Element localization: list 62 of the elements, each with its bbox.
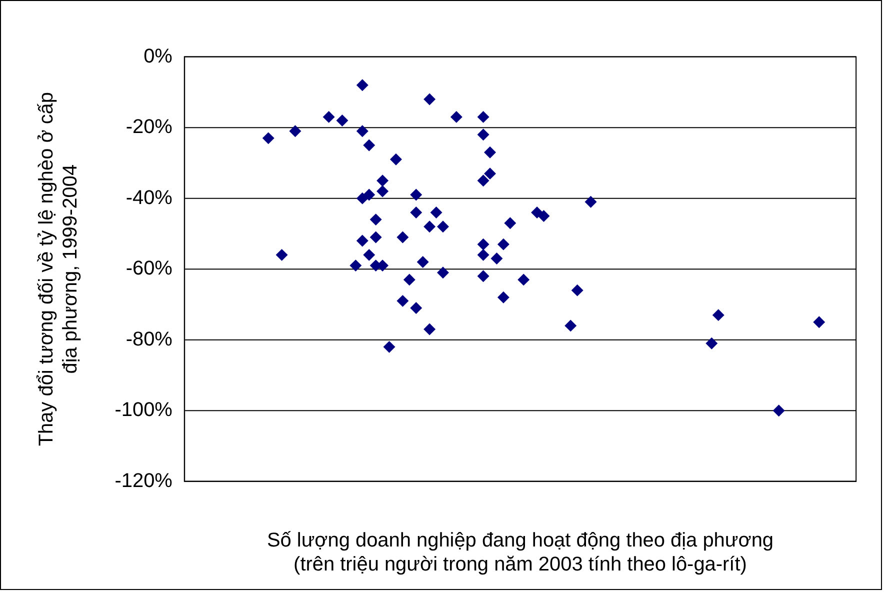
point [356, 79, 368, 92]
point [363, 139, 376, 152]
point [289, 125, 302, 138]
point [336, 114, 348, 126]
point [410, 206, 422, 218]
point [518, 274, 530, 286]
point [477, 174, 490, 187]
x-axis-title: Số lượng doanh nghiệp đang hoạt động theo địa phương (trên triệu người trong năm 2003 tính theo lô-ga-rít) [266, 530, 774, 576]
point [437, 266, 449, 279]
y-tick-label: -20% [126, 116, 173, 138]
y-tick-label: -40% [126, 186, 173, 209]
point [477, 248, 490, 261]
point [706, 337, 718, 350]
point [396, 231, 409, 244]
point [430, 206, 442, 218]
point [396, 294, 409, 307]
point [477, 270, 490, 282]
point [504, 217, 516, 230]
point [410, 302, 422, 314]
point [410, 188, 422, 201]
point [712, 309, 724, 322]
point [262, 132, 274, 144]
point [363, 188, 376, 201]
point [424, 323, 436, 336]
point [370, 231, 382, 244]
point [477, 128, 490, 141]
point [477, 110, 490, 123]
point [390, 153, 402, 166]
point [497, 238, 510, 250]
point [450, 110, 462, 123]
point [490, 252, 503, 264]
y-tick-label: 0% [144, 45, 173, 68]
point [376, 185, 389, 198]
point [813, 316, 826, 328]
point [416, 256, 429, 268]
point [376, 174, 389, 187]
point [424, 93, 436, 106]
point [772, 404, 785, 417]
y-tick-label: -120% [114, 470, 173, 492]
point [484, 168, 496, 180]
point [437, 220, 449, 233]
point [584, 196, 597, 208]
y-tick-label: -60% [126, 258, 173, 280]
point [564, 320, 577, 332]
point [322, 110, 335, 123]
point [477, 238, 490, 250]
y-axis-title: Thay đổi tương đối về tỷ lệ nghèo ở cấp địa phương, 1999-2004 [35, 92, 82, 446]
y-tick-label: -80% [126, 328, 173, 350]
y-tick-label: -100% [114, 399, 173, 422]
point [356, 234, 368, 247]
point [538, 210, 550, 222]
point [403, 274, 416, 286]
point [356, 125, 368, 138]
point [571, 284, 584, 296]
point [383, 340, 396, 353]
point [497, 291, 510, 304]
point [484, 146, 496, 158]
point [370, 214, 382, 226]
point [424, 220, 436, 233]
point [350, 260, 362, 272]
point [276, 248, 288, 261]
point [363, 248, 376, 261]
